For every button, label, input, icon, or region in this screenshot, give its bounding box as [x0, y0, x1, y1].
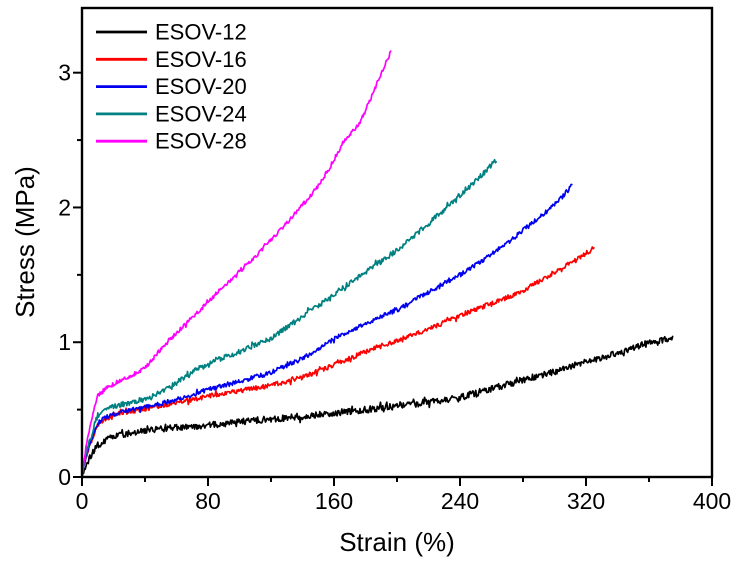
y-tick-label: 3	[58, 60, 71, 86]
legend-label-esov-20: ESOV-20	[155, 74, 247, 99]
legend-label-esov-12: ESOV-12	[155, 20, 247, 45]
legend-item-esov-12: ESOV-12	[96, 20, 247, 45]
legend-label-esov-28: ESOV-28	[155, 129, 247, 154]
y-tick-label: 1	[58, 329, 71, 355]
curves-layer	[81, 50, 674, 478]
legend-label-esov-24: ESOV-24	[155, 101, 247, 126]
curve-esov-28	[81, 50, 392, 478]
x-tick-label: 320	[567, 488, 605, 514]
curve-esov-24	[81, 158, 498, 478]
x-tick-label: 400	[693, 488, 731, 514]
legend-item-esov-28: ESOV-28	[96, 129, 247, 154]
curve-esov-12	[81, 335, 674, 478]
y-tick-label: 0	[58, 464, 71, 490]
curve-esov-16	[81, 246, 595, 478]
legend-item-esov-16: ESOV-16	[96, 47, 247, 72]
curve-esov-20	[81, 183, 573, 478]
x-tick-label: 0	[76, 488, 89, 514]
legend-label-esov-16: ESOV-16	[155, 47, 247, 72]
axis-tick-labels: 0 80 160 240 320 400 0 1 2 3	[58, 60, 731, 514]
x-tick-label: 160	[315, 488, 353, 514]
axis-ticks	[73, 71, 713, 486]
x-tick-label: 80	[195, 488, 221, 514]
y-tick-label: 2	[58, 194, 71, 220]
y-axis-label: Stress (MPa)	[10, 166, 40, 318]
legend-item-esov-20: ESOV-20	[96, 74, 247, 99]
x-tick-label: 240	[441, 488, 479, 514]
x-axis-label: Strain (%)	[339, 527, 455, 557]
legend-item-esov-24: ESOV-24	[96, 101, 247, 126]
